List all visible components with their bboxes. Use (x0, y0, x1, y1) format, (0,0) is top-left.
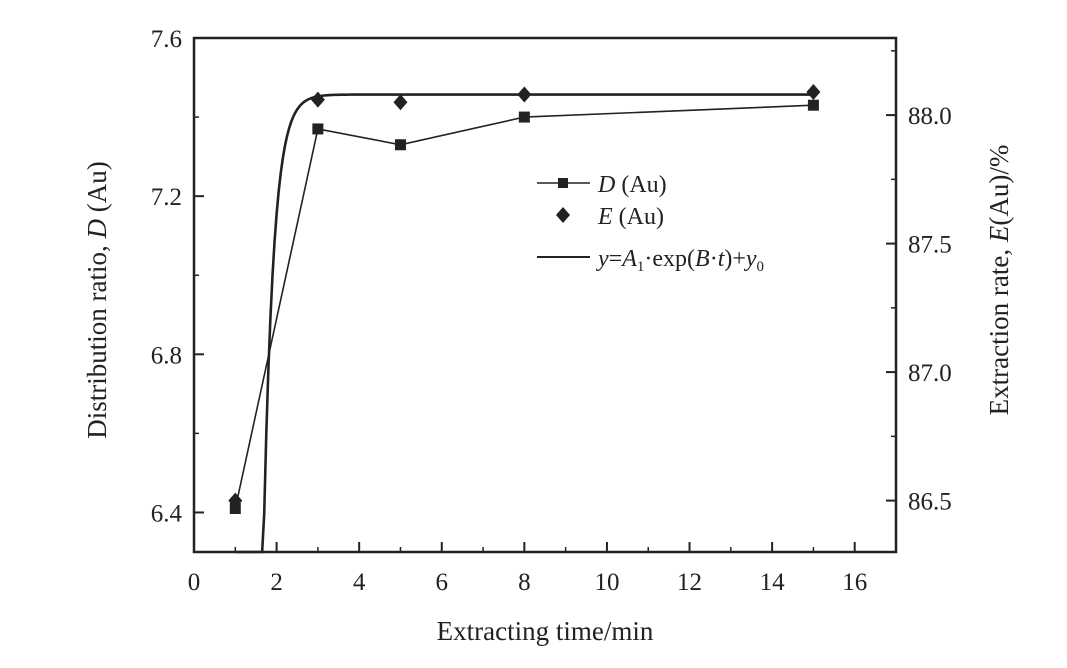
y-left-tick-label-3: 7.6 (151, 26, 182, 53)
legend-e-label: E (Au) (597, 204, 664, 230)
y-right-tick-label-3: 88.0 (908, 103, 952, 130)
fit-curve (235, 93, 814, 554)
x-tick-label-7: 14 (760, 569, 786, 596)
legend-d-label: D (Au) (597, 172, 667, 198)
x-tick-label-5: 10 (594, 569, 619, 596)
y-right-tick-label-0: 86.5 (908, 489, 952, 516)
y-left-label-text: Distribution ratio, (82, 239, 112, 439)
x-tick-label-3: 6 (436, 569, 449, 596)
x-axis-ticks: 0 2 4 6 8 10 12 14 16 (188, 542, 867, 596)
x-tick-label-8: 16 (842, 569, 867, 596)
series-d-point-2 (394, 139, 406, 151)
legend-fit-label: y=A1·exp(B·t)+y0 (596, 246, 764, 275)
y-right-tick-label-1: 87.0 (908, 360, 952, 387)
series-d-line (234, 104, 814, 509)
legend-e-text: (Au) (613, 204, 664, 230)
x-tick-label-4: 8 (518, 569, 531, 596)
series-e-point-0 (228, 492, 243, 509)
series-d-point-4 (807, 99, 819, 111)
x-tick-label-2: 4 (353, 569, 366, 596)
y-left-label-suffix: (Au) (82, 161, 112, 219)
series-d-point-3 (518, 111, 530, 123)
series-layer (228, 83, 821, 554)
plot-frame (192, 36, 898, 554)
legend-e-diamond-marker (556, 207, 570, 223)
legend-d-italic: D (597, 172, 615, 198)
y-left-label-italic: D (82, 219, 112, 240)
x-tick-label-0: 0 (188, 569, 201, 596)
x-tick-label-6: 12 (677, 569, 702, 596)
x-tick-label-1: 2 (270, 569, 283, 596)
y-left-axis-ticks: 6.4 6.8 7.2 7.6 (151, 26, 204, 527)
legend-d-text: (Au) (615, 172, 666, 198)
series-e-point-4 (806, 83, 821, 100)
series-d-point-1 (312, 123, 324, 135)
x-axis-label: Extracting time/min (437, 616, 654, 646)
y-right-axis-ticks: 86.5 87.0 87.5 88.0 (886, 50, 952, 516)
series-e-point-2 (393, 94, 408, 111)
y-right-axis-label: Extraction rate, E(Au)/% (984, 145, 1014, 416)
y-left-tick-label-2: 7.2 (151, 184, 182, 211)
y-right-label-italic: E (984, 225, 1014, 243)
legend-e-italic: E (597, 204, 613, 230)
legend-d-square-marker (558, 178, 568, 188)
y-right-label-suffix: (Au)/% (984, 145, 1014, 226)
series-e-point-3 (517, 86, 532, 103)
y-left-tick-label-1: 6.8 (151, 342, 182, 369)
series-e-point-1 (310, 91, 325, 108)
y-right-label-text: Extraction rate, (984, 242, 1014, 415)
y-left-tick-label-0: 6.4 (151, 500, 183, 527)
legend: D (Au) E (Au) y=A1·exp(B·t)+y0 (537, 172, 764, 275)
y-left-axis-label: Distribution ratio, D (Au) (82, 161, 112, 438)
y-right-tick-label-2: 87.5 (908, 232, 952, 259)
